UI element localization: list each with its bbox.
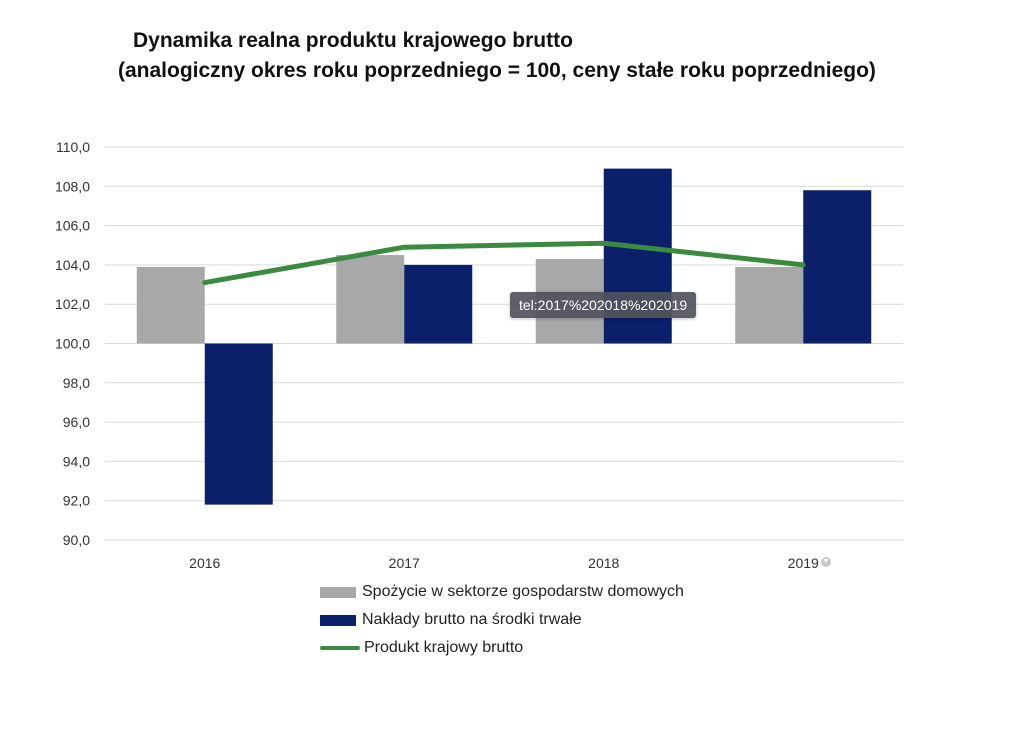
bar-investment <box>803 190 872 344</box>
y-tick-label: 104,0 <box>55 257 90 273</box>
y-tick-label: 100,0 <box>55 336 90 352</box>
chart-title: Dynamika realna produktu krajowego brutt… <box>118 26 998 86</box>
y-tick-label: 96,0 <box>63 414 90 430</box>
y-tick-label: 108,0 <box>55 178 90 194</box>
legend-item-gdp: Produkt krajowy brutto <box>320 634 684 662</box>
x-tick-label: 2016 <box>189 555 220 571</box>
legend-label-consumption: Spożycie w sektorze gospodarstw domowych <box>362 583 684 600</box>
y-tick-label: 90,0 <box>63 532 90 548</box>
bar-consumption <box>136 266 205 344</box>
y-tick-label: 92,0 <box>63 493 90 509</box>
legend-swatch-investment <box>320 614 356 626</box>
legend-item-investment: Nakłady brutto na środki trwałe <box>320 606 684 634</box>
legend-item-consumption: Spożycie w sektorze gospodarstw domowych <box>320 578 684 606</box>
gdp-line-group <box>202 240 806 286</box>
x-tick-label: 2019 <box>788 555 819 571</box>
bar-investment <box>404 264 473 344</box>
legend-swatch-gdp <box>320 646 360 650</box>
chevron-down-icon[interactable]: ▼ <box>821 557 831 567</box>
legend-label-gdp: Produkt krajowy brutto <box>364 639 524 656</box>
y-tick-label: 98,0 <box>63 375 90 391</box>
gdp-line <box>202 240 806 286</box>
x-axis-ticks: 2016 2017 2018 2019 <box>189 555 819 571</box>
bar-consumption <box>735 266 804 344</box>
y-tick-label: 94,0 <box>63 453 90 469</box>
bar-investment <box>204 343 273 505</box>
y-tick-label: 110,0 <box>56 139 90 155</box>
y-tick-label: 102,0 <box>55 296 90 312</box>
bar-consumption <box>336 255 405 344</box>
x-tick-label: 2018 <box>588 555 619 571</box>
legend: Spożycie w sektorze gospodarstw domowych… <box>320 578 684 662</box>
bars <box>136 168 872 505</box>
chart-title-line-1: Dynamika realna produktu krajowego brutt… <box>133 29 573 52</box>
y-axis-ticks: 90,0 92,0 94,0 96,0 98,0 100,0 102,0 104,0 106,0… <box>55 139 90 548</box>
chart-title-line-2: (analogiczny okres roku poprzedniego = 1… <box>118 59 876 82</box>
x-tick-label: 2017 <box>389 555 420 571</box>
legend-swatch-consumption <box>320 586 356 598</box>
legend-label-investment: Nakłady brutto na środki trwałe <box>362 611 582 628</box>
link-tooltip: tel:2017%202018%202019 <box>510 292 697 318</box>
y-tick-label: 106,0 <box>55 218 90 234</box>
